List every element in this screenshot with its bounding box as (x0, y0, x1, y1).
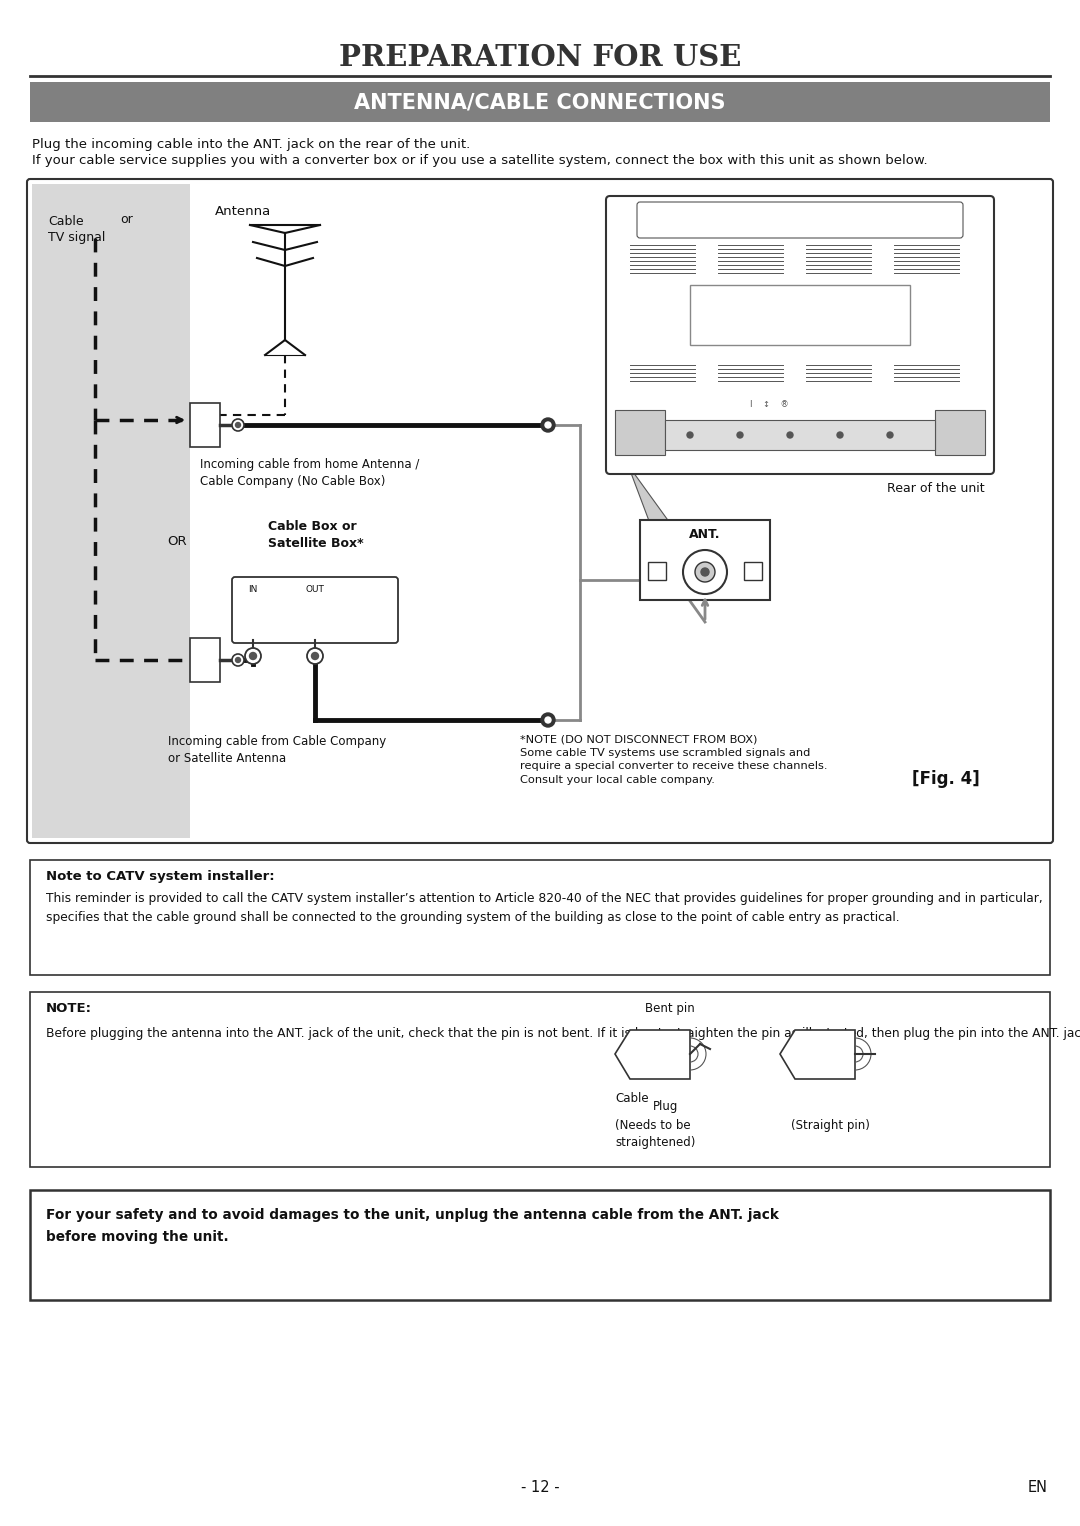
Polygon shape (627, 465, 675, 591)
Text: Plug: Plug (653, 1100, 678, 1112)
Circle shape (837, 432, 843, 438)
Circle shape (232, 420, 244, 430)
Bar (640, 520, 770, 600)
Text: I    ↕    ®: I ↕ ® (750, 400, 788, 409)
Text: NOTE:: NOTE: (46, 1003, 92, 1015)
Text: Incoming cable from home Antenna /
Cable Company (No Cable Box): Incoming cable from home Antenna / Cable… (200, 458, 419, 488)
Text: Antenna: Antenna (215, 204, 271, 218)
Circle shape (545, 423, 551, 427)
Polygon shape (615, 1030, 690, 1079)
Circle shape (701, 568, 708, 575)
Circle shape (787, 432, 793, 438)
Circle shape (232, 655, 244, 665)
Text: Cable
TV signal: Cable TV signal (48, 215, 106, 244)
Text: Incoming cable from Cable Company
or Satellite Antenna: Incoming cable from Cable Company or Sat… (168, 736, 387, 765)
Bar (690, 285, 910, 345)
Text: This reminder is provided to call the CATV system installer’s attention to Artic: This reminder is provided to call the CA… (46, 893, 1043, 923)
FancyBboxPatch shape (232, 577, 399, 642)
Text: Cable Box or
Satellite Box*: Cable Box or Satellite Box* (268, 520, 364, 549)
Text: For your safety and to avoid damages to the unit, unplug the antenna cable from : For your safety and to avoid damages to … (46, 1209, 779, 1244)
Text: Note to CATV system installer:: Note to CATV system installer: (46, 870, 274, 884)
FancyBboxPatch shape (27, 179, 1053, 842)
Circle shape (696, 562, 715, 581)
Text: If your cable service supplies you with a converter box or if you use a satellit: If your cable service supplies you with … (32, 154, 928, 166)
Text: Before plugging the antenna into the ANT. jack of the unit, check that the pin i: Before plugging the antenna into the ANT… (46, 1027, 1080, 1041)
Text: PREPARATION FOR USE: PREPARATION FOR USE (339, 44, 741, 73)
Circle shape (311, 653, 319, 659)
Polygon shape (780, 1030, 855, 1079)
Text: - 12 -: - 12 - (521, 1480, 559, 1495)
Circle shape (541, 713, 555, 726)
Bar (30, 992, 1050, 1167)
Text: or: or (120, 214, 133, 226)
FancyBboxPatch shape (637, 201, 963, 238)
Circle shape (887, 432, 893, 438)
Bar (30, 1190, 1050, 1300)
Bar (30, 861, 1050, 975)
Text: (Straight pin): (Straight pin) (791, 1119, 869, 1132)
Text: OUT: OUT (306, 584, 324, 594)
Circle shape (307, 649, 323, 664)
Circle shape (683, 549, 727, 594)
Bar (935, 410, 985, 455)
Text: OR: OR (167, 536, 187, 548)
FancyBboxPatch shape (606, 195, 994, 475)
Circle shape (545, 717, 551, 723)
Text: Rear of the unit: Rear of the unit (888, 482, 985, 494)
Text: ANTENNA/CABLE CONNECTIONS: ANTENNA/CABLE CONNECTIONS (354, 93, 726, 113)
Bar (30, 82, 1050, 122)
Bar (744, 562, 762, 580)
Text: Bent pin: Bent pin (645, 1003, 694, 1015)
Text: Cable: Cable (615, 1093, 649, 1105)
Bar (615, 410, 665, 455)
Bar (648, 562, 666, 580)
Text: (Needs to be
straightened): (Needs to be straightened) (615, 1119, 696, 1149)
Circle shape (541, 418, 555, 432)
Text: ANT.: ANT. (689, 528, 720, 542)
Text: IN: IN (248, 584, 258, 594)
Circle shape (687, 432, 693, 438)
Bar (190, 638, 220, 682)
Circle shape (737, 432, 743, 438)
Circle shape (245, 649, 261, 664)
Bar (190, 403, 220, 447)
Circle shape (235, 423, 241, 427)
Circle shape (249, 653, 257, 659)
Circle shape (235, 658, 241, 662)
Text: Plug the incoming cable into the ANT. jack on the rear of the unit.: Plug the incoming cable into the ANT. ja… (32, 137, 470, 151)
Text: EN: EN (1028, 1480, 1048, 1495)
Text: *NOTE (DO NOT DISCONNECT FROM BOX)
Some cable TV systems use scrambled signals a: *NOTE (DO NOT DISCONNECT FROM BOX) Some … (519, 736, 827, 784)
Bar (32, 185, 190, 838)
Text: [Fig. 4]: [Fig. 4] (913, 771, 980, 787)
Bar (665, 420, 935, 450)
